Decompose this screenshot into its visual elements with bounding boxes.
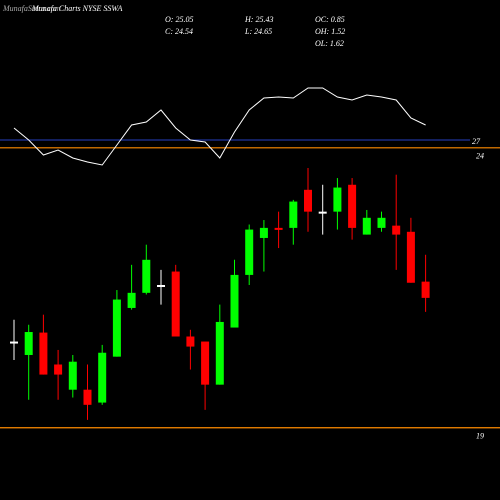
- candle-body: [186, 336, 195, 347]
- candle-body: [230, 274, 239, 328]
- candle-body: [259, 227, 268, 238]
- stat-label: OC: 0.85: [315, 15, 345, 24]
- candle-body: [68, 361, 77, 390]
- candle-body: [171, 271, 180, 337]
- candle-body: [24, 332, 33, 355]
- candle-body: [201, 341, 210, 385]
- candle-body: [274, 227, 283, 230]
- indicator-line: [13, 87, 426, 166]
- candle-body: [406, 231, 415, 283]
- level-label: 24: [476, 152, 484, 161]
- candle-body: [142, 259, 151, 293]
- candle-body: [157, 284, 165, 287]
- candle-body: [304, 189, 312, 212]
- candle-body: [289, 201, 298, 228]
- stat-label: C: 24.54: [165, 27, 193, 36]
- stat-label: O: 25.05: [165, 15, 193, 24]
- level-label: 19: [476, 432, 484, 441]
- candle-body: [83, 389, 92, 405]
- candle-body: [127, 292, 136, 308]
- candle-body: [377, 217, 386, 228]
- stat-label: OH: 1.52: [315, 27, 345, 36]
- candle-body: [362, 217, 371, 235]
- stat-label: OL: 1.62: [315, 39, 344, 48]
- candle-body: [392, 225, 401, 235]
- watermark: MunafaSutra.com: [2, 4, 61, 13]
- candle-body: [348, 184, 357, 228]
- candle-body: [10, 341, 18, 344]
- stat-label: L: 24.65: [244, 27, 272, 36]
- candle-body: [318, 211, 327, 214]
- candle-body: [54, 364, 63, 375]
- chart-title: Munafa Charts NYSE SSWA: [31, 4, 122, 13]
- candle-body: [98, 352, 107, 403]
- candle-body: [215, 321, 224, 385]
- candle-body: [245, 229, 254, 275]
- candle-body: [39, 332, 48, 375]
- candle-body: [333, 187, 342, 212]
- indicator-reference-label: 27: [472, 137, 481, 146]
- candle-body: [112, 299, 121, 357]
- candle-body: [421, 281, 430, 298]
- stat-label: H: 25.43: [244, 15, 273, 24]
